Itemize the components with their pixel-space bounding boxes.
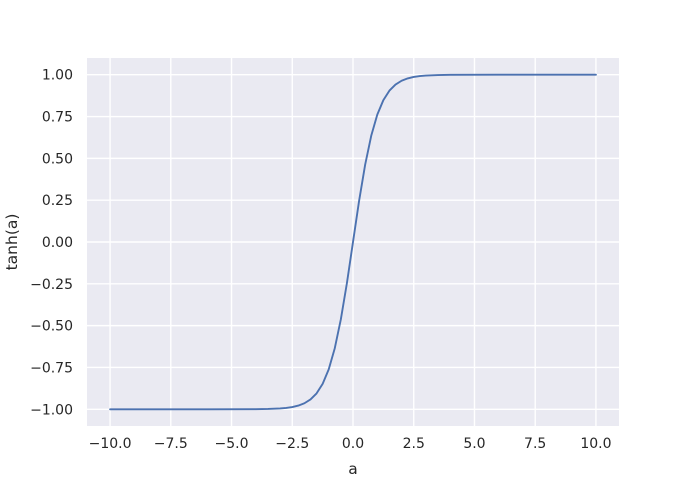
- x-tick-label: 7.5: [524, 436, 546, 452]
- x-tick-label: 0.0: [342, 436, 364, 452]
- y-tick-label: −0.75: [30, 360, 73, 376]
- series-layer: [109, 73, 597, 411]
- y-tick-labels: −1.00 −0.75 −0.50 −0.25 0.00 0.25 0.50 0.75 1.00: [30, 68, 73, 419]
- y-tick-label: 0.50: [42, 151, 73, 167]
- x-tick-label: −2.5: [275, 436, 309, 452]
- x-tick-label: 2.5: [403, 436, 425, 452]
- y-tick-label: 1.00: [42, 68, 73, 84]
- x-tick-label: 5.0: [463, 436, 485, 452]
- x-tick-label: −7.5: [154, 436, 188, 452]
- series-line: [109, 73, 597, 411]
- y-tick-label: −0.25: [30, 277, 73, 293]
- x-axis-label: a: [348, 460, 358, 478]
- x-tick-label: 10.0: [580, 436, 611, 452]
- y-tick-label: 0.00: [42, 235, 73, 251]
- y-tick-label: 0.75: [42, 110, 73, 126]
- x-tick-label: −5.0: [215, 436, 249, 452]
- y-tick-label: −1.00: [30, 402, 73, 418]
- y-tick-label: 0.25: [42, 193, 73, 209]
- x-tick-labels: −10.0 −7.5 −5.0 −2.5 0.0 2.5 5.0 7.5 10.0: [89, 436, 612, 452]
- x-tick-label: −10.0: [89, 436, 132, 452]
- y-axis-label: tanh(a): [3, 214, 21, 271]
- y-tick-label: −0.50: [30, 319, 73, 335]
